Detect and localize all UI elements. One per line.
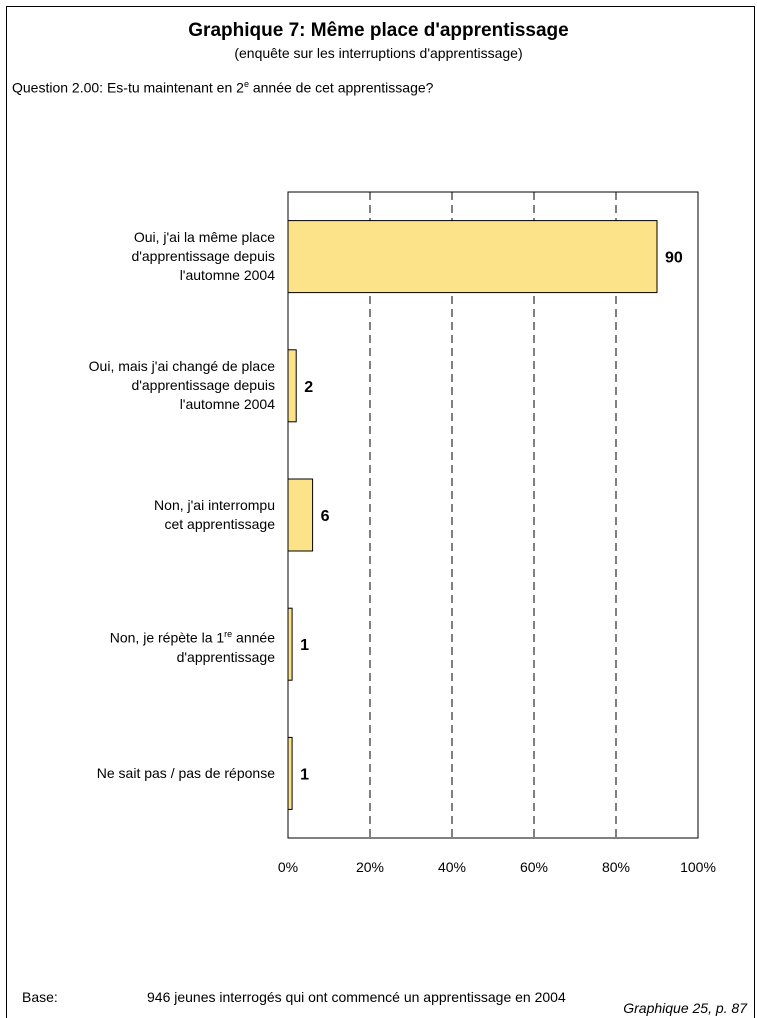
category-label-text: Oui, mais j'ai changé de place [88, 358, 275, 375]
category-label-line: Non, je répète la 1re année [15, 625, 275, 648]
category-label-line: l'automne 2004 [15, 395, 275, 414]
question-text: Question 2.00: Es-tu maintenant en 2e an… [12, 79, 433, 96]
bar [287, 607, 293, 681]
category-label-sup: re [224, 629, 233, 640]
category-label-line: d'apprentissage [15, 648, 275, 667]
category-label: Non, je répète la 1re année d'apprentissa… [15, 625, 275, 667]
category-label-line: Oui, mais j'ai changé de place [15, 357, 275, 376]
category-label-line: d'apprentissage depuis [15, 376, 275, 395]
category-label: Oui, j'ai la même place d'apprentissage d… [15, 228, 275, 285]
category-label-text: l'automne 2004 [179, 396, 275, 413]
category-label-line: l'automne 2004 [15, 266, 275, 285]
x-tick-label: 40% [438, 859, 466, 875]
category-label-line: Non, j'ai interrompu [15, 496, 275, 515]
data-label: 1 [300, 637, 309, 654]
bar [287, 478, 314, 552]
chart-title: Graphique 7: Même place d'apprentissage [188, 20, 569, 41]
bar [287, 736, 293, 810]
x-tick-label: 80% [602, 859, 630, 875]
bar [287, 220, 658, 294]
x-tick-label: 0% [278, 859, 298, 875]
category-label-line: cet apprentissage [15, 515, 275, 534]
category-label: Oui, mais j'ai changé de place d'apprenti… [15, 357, 275, 414]
category-label-text: cet apprentissage [164, 516, 275, 532]
category-label-text: d'apprentissage depuis [131, 248, 275, 265]
x-tick-label: 100% [680, 859, 716, 875]
category-label-text: Ne sait pas / pas de réponse [96, 764, 275, 781]
category-label-text: Oui, j'ai la même place [133, 229, 275, 246]
page-frame [6, 6, 755, 1018]
data-label: 2 [304, 379, 313, 396]
category-label-text: année [232, 629, 275, 646]
category-label: Ne sait pas / pas de réponse [15, 764, 275, 783]
x-tick-label: 60% [520, 859, 548, 875]
data-label: 90 [665, 250, 683, 267]
category-label-line: d'apprentissage depuis [15, 247, 275, 266]
category-label-text: Non, je répète la 1 [109, 629, 225, 646]
data-label: 1 [300, 766, 309, 783]
category-label-line: Ne sait pas / pas de réponse [15, 764, 275, 783]
chart-subtitle: (enquête sur les interruptions d'apprent… [234, 45, 523, 61]
category-label-text: Non, j'ai interrompu [154, 497, 275, 513]
question-sup: e [243, 79, 249, 89]
category-label-line: Oui, j'ai la même place [15, 228, 275, 247]
base-text: 946 jeunes interrogés qui ont commencé u… [147, 989, 566, 1005]
bar [287, 349, 297, 423]
category-label: Non, j'ai interrompu cet apprentissage [15, 496, 275, 534]
question-prefix: Question 2.00: Es-tu maintenant en 2 [12, 79, 244, 96]
category-label-text: l'automne 2004 [179, 267, 275, 284]
question-suffix: année de cet apprentissage? [248, 79, 434, 96]
data-label: 6 [321, 508, 330, 525]
base-label: Base: [22, 989, 58, 1005]
x-tick-label: 20% [356, 859, 384, 875]
category-label-text: d'apprentissage [176, 648, 275, 665]
category-label-text: d'apprentissage depuis [131, 377, 275, 394]
source-note: Graphique 25, p. 87 [623, 1000, 747, 1016]
